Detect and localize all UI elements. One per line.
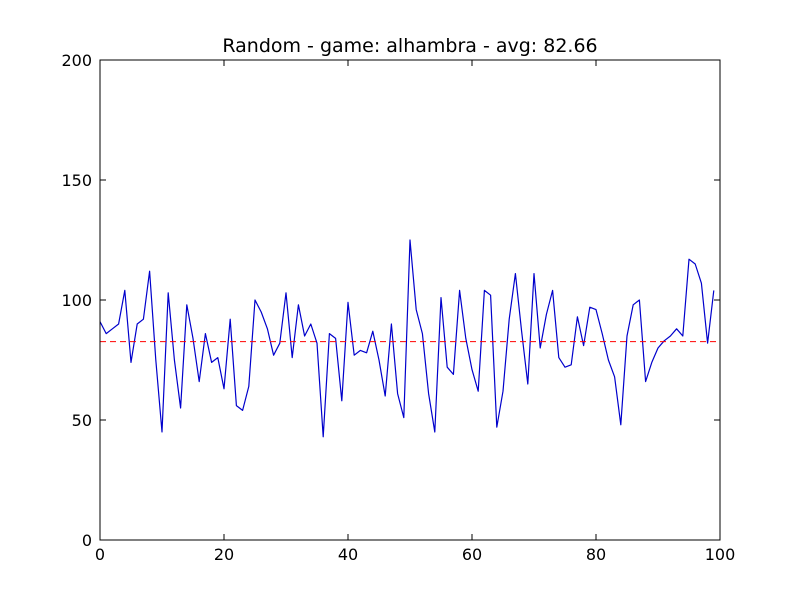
x-tick-label: 20 [214, 545, 234, 564]
x-tick-label: 60 [462, 545, 482, 564]
x-tick-label: 100 [705, 545, 736, 564]
plot-area [99, 59, 721, 541]
series-line-0 [99, 239, 715, 438]
y-tick-label: 150 [61, 171, 92, 190]
axes-frame [99, 59, 721, 541]
chart-title: Random - game: alhambra - avg: 82.66 [222, 35, 597, 57]
x-axis: 0 20 40 60 80 100 [95, 60, 735, 564]
x-tick-label: 40 [338, 545, 358, 564]
x-tick-label: 0 [95, 545, 105, 564]
y-axis: 0 50 100 150 200 [61, 51, 720, 550]
x-tick-label: 80 [586, 545, 606, 564]
y-tick-label: 200 [61, 51, 92, 70]
y-tick-label: 50 [72, 411, 92, 430]
y-tick-label: 100 [61, 291, 92, 310]
y-tick-label: 0 [82, 531, 92, 550]
